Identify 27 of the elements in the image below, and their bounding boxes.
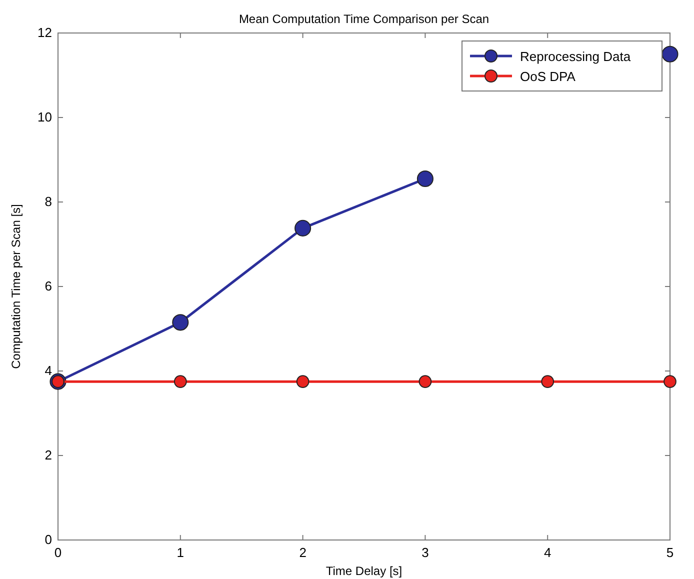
point — [416, 170, 434, 188]
point — [296, 375, 310, 388]
legend-label: OoS DPA — [520, 69, 576, 84]
point — [664, 375, 676, 388]
x-tick-label: 0 — [54, 545, 62, 560]
x-tick-label: 3 — [422, 545, 429, 560]
point — [174, 375, 187, 388]
point — [172, 314, 189, 331]
point — [541, 375, 554, 388]
y-tick-label: 4 — [44, 363, 52, 378]
y-tick-label: 10 — [38, 110, 52, 125]
point — [294, 220, 312, 236]
x-tick-label: 5 — [666, 545, 674, 560]
x-tick-label: 1 — [176, 545, 184, 560]
chart-title: Mean Computation Time Comparison per Scan — [238, 12, 490, 26]
x-tick-label: 2 — [299, 545, 306, 560]
legend-label: Reprocessing Data — [520, 49, 632, 64]
point — [662, 46, 678, 62]
y-axis-title: Computation Time per Scan [s] — [9, 204, 23, 369]
x-tick-label: 4 — [544, 545, 552, 560]
x-axis-title: Time Delay [s] — [326, 564, 402, 578]
point — [418, 375, 432, 388]
y-tick-label: 0 — [44, 532, 52, 548]
y-tick-label: 8 — [44, 194, 52, 210]
y-tick-label: 2 — [44, 448, 52, 463]
y-tick-label: 12 — [38, 25, 52, 40]
y-tick-label: 6 — [44, 278, 52, 294]
